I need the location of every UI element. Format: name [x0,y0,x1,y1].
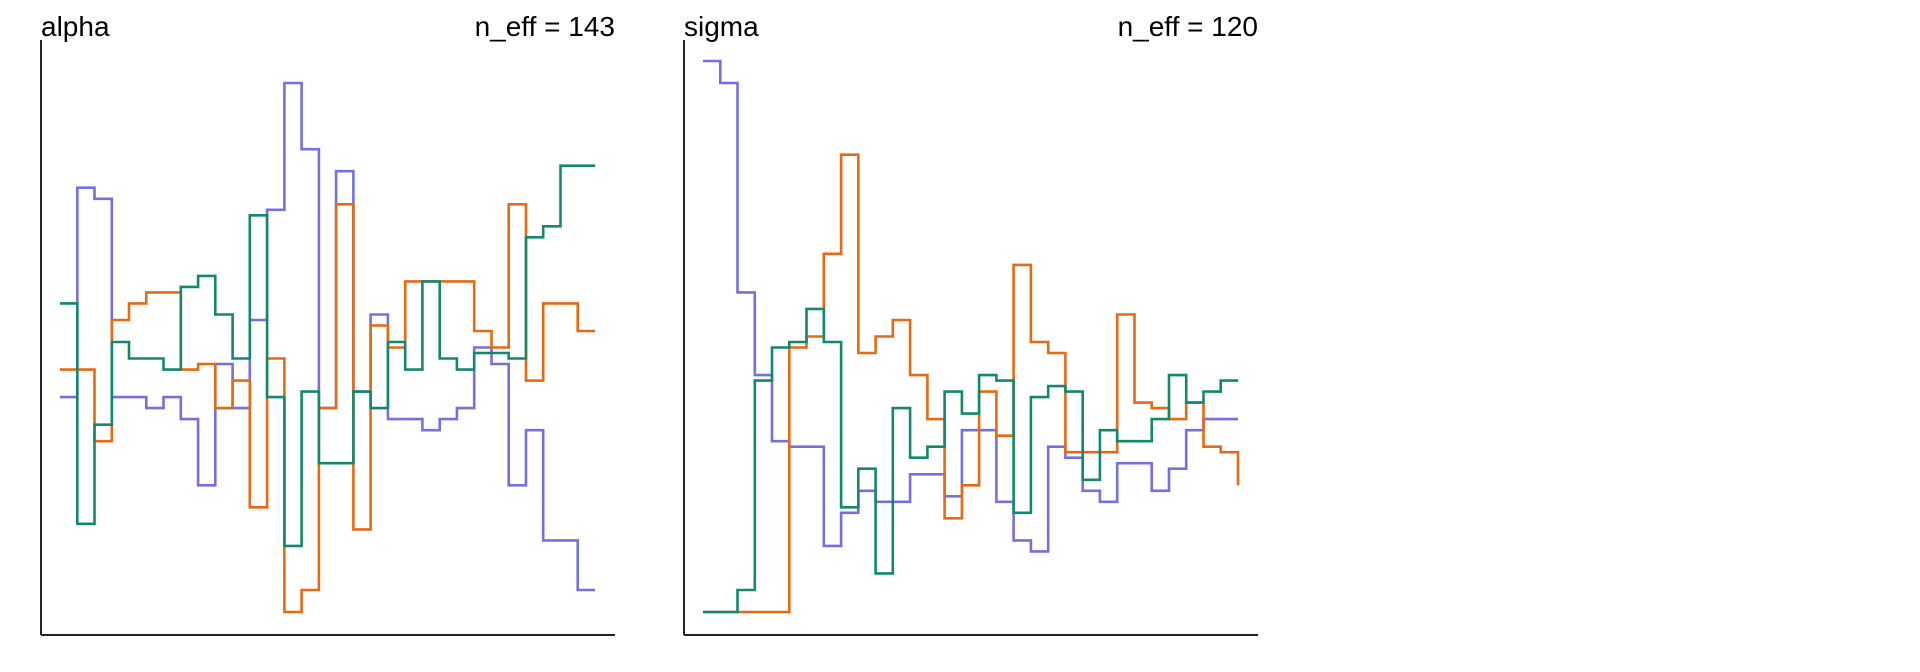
alpha-trace-panel: alpha n_eff = 143 [40,11,615,636]
sigma-trace-chain-1-line [703,59,1238,553]
sigma-trace-panel: sigma n_eff = 120 [683,11,1258,636]
alpha-n-eff-label: n_eff = 143 [475,11,615,42]
alpha-trace-chain-2-line [60,203,595,614]
alpha-trace-chain-3-line [60,164,595,548]
sigma-n-eff-label: n_eff = 120 [1118,11,1258,42]
sigma-trace-chain-3-line [703,307,1238,614]
sigma-panel-title: sigma [684,11,759,42]
alpha-trace-chain-1-line [60,81,595,592]
alpha-panel-title: alpha [41,11,110,42]
sigma-trace-chain-2-line [703,153,1240,614]
